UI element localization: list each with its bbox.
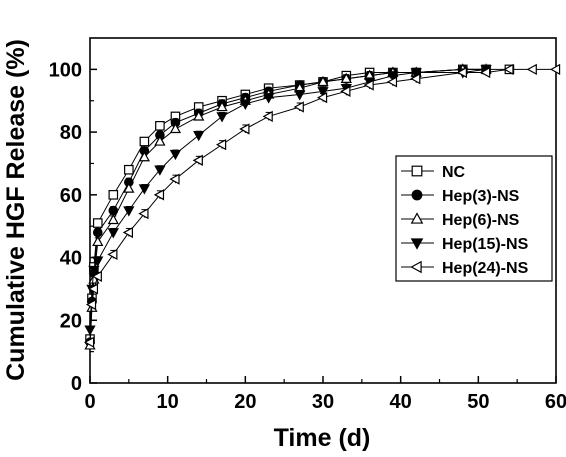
legend-marker xyxy=(410,238,424,250)
data-point xyxy=(386,76,398,88)
data-point xyxy=(262,110,273,123)
x-axis: 0 10 20 30 40 50 60 xyxy=(84,376,566,413)
legend-label: Hep(6)-NS xyxy=(442,212,520,229)
legend-marker xyxy=(411,189,423,201)
data-point xyxy=(410,68,422,79)
data-point xyxy=(239,123,250,135)
data-point xyxy=(363,79,374,91)
data-point xyxy=(107,213,119,225)
legend-marker xyxy=(410,212,424,224)
data-point xyxy=(85,298,97,311)
x-tick-label: 50 xyxy=(467,391,489,413)
data-point xyxy=(92,235,104,247)
data-point xyxy=(169,149,182,161)
series-hep-24-ns xyxy=(83,63,561,348)
legend-label: Hep(15)-NS xyxy=(442,236,529,253)
x-axis-title: Time (d) xyxy=(274,424,371,452)
data-point xyxy=(480,66,491,79)
data-point xyxy=(92,227,103,238)
y-tick-label: 40 xyxy=(60,248,82,270)
data-point xyxy=(87,283,99,295)
data-point xyxy=(155,121,165,131)
data-point xyxy=(239,99,251,110)
data-point xyxy=(526,63,537,75)
data-point xyxy=(192,154,203,166)
data-point xyxy=(215,139,227,151)
data-point xyxy=(84,325,96,336)
data-point xyxy=(317,87,329,98)
data-point xyxy=(503,63,514,75)
x-tick-label: 30 xyxy=(312,391,334,413)
x-tick-label: 60 xyxy=(545,391,566,413)
data-point xyxy=(83,336,95,348)
data-point xyxy=(92,218,103,228)
data-point xyxy=(410,73,421,85)
data-point xyxy=(153,189,165,201)
data-point xyxy=(549,63,561,75)
y-tick-label: 20 xyxy=(60,310,82,332)
x-tick-label: 10 xyxy=(157,391,179,413)
data-point xyxy=(124,164,134,175)
y-tick-label: 100 xyxy=(49,59,82,81)
data-point xyxy=(138,208,149,220)
legend-marker xyxy=(411,165,423,177)
data-point xyxy=(154,165,166,176)
data-point xyxy=(216,100,228,112)
legend-label: NC xyxy=(442,164,466,181)
data-point xyxy=(91,270,102,282)
legend-label: Hep(24)-NS xyxy=(442,260,529,277)
data-point xyxy=(193,131,205,142)
data-point xyxy=(387,71,399,82)
y-tick-label: 60 xyxy=(60,185,82,207)
data-point xyxy=(294,90,306,101)
data-point xyxy=(456,66,467,79)
data-point xyxy=(138,184,151,195)
y-tick-label: 0 xyxy=(71,373,82,395)
data-point xyxy=(293,101,304,113)
legend: NC Hep(3)-NS Hep(6)-NS Hep(15)-NS Hep(24)-NS xyxy=(395,155,553,282)
data-point xyxy=(92,256,104,267)
data-point xyxy=(154,135,166,146)
data-point xyxy=(316,91,328,104)
data-point xyxy=(317,75,329,87)
data-point xyxy=(139,136,150,147)
y-tick-label: 80 xyxy=(60,122,82,144)
data-point xyxy=(169,122,182,134)
x-tick-label: 0 xyxy=(84,391,95,413)
data-point xyxy=(107,248,118,261)
legend-label: Hep(3)-NS xyxy=(442,188,520,205)
data-point xyxy=(262,93,275,104)
x-tick-label: 20 xyxy=(234,391,256,413)
data-point xyxy=(88,265,100,277)
y-axis: 0 20 40 60 80 100 xyxy=(49,59,97,395)
y-axis-title: Cumulative HGF Release (%) xyxy=(2,39,30,381)
data-point xyxy=(123,206,135,217)
data-point xyxy=(340,85,351,97)
data-point xyxy=(108,190,119,200)
data-point xyxy=(193,110,205,121)
data-point xyxy=(123,182,135,193)
series-layer xyxy=(83,63,561,350)
data-point xyxy=(138,151,151,162)
x-tick-label: 40 xyxy=(390,391,412,413)
data-point xyxy=(340,72,352,83)
data-point xyxy=(107,228,119,239)
legend-marker xyxy=(410,260,422,274)
data-point xyxy=(122,226,134,239)
data-point xyxy=(216,112,228,123)
data-point xyxy=(169,173,180,185)
